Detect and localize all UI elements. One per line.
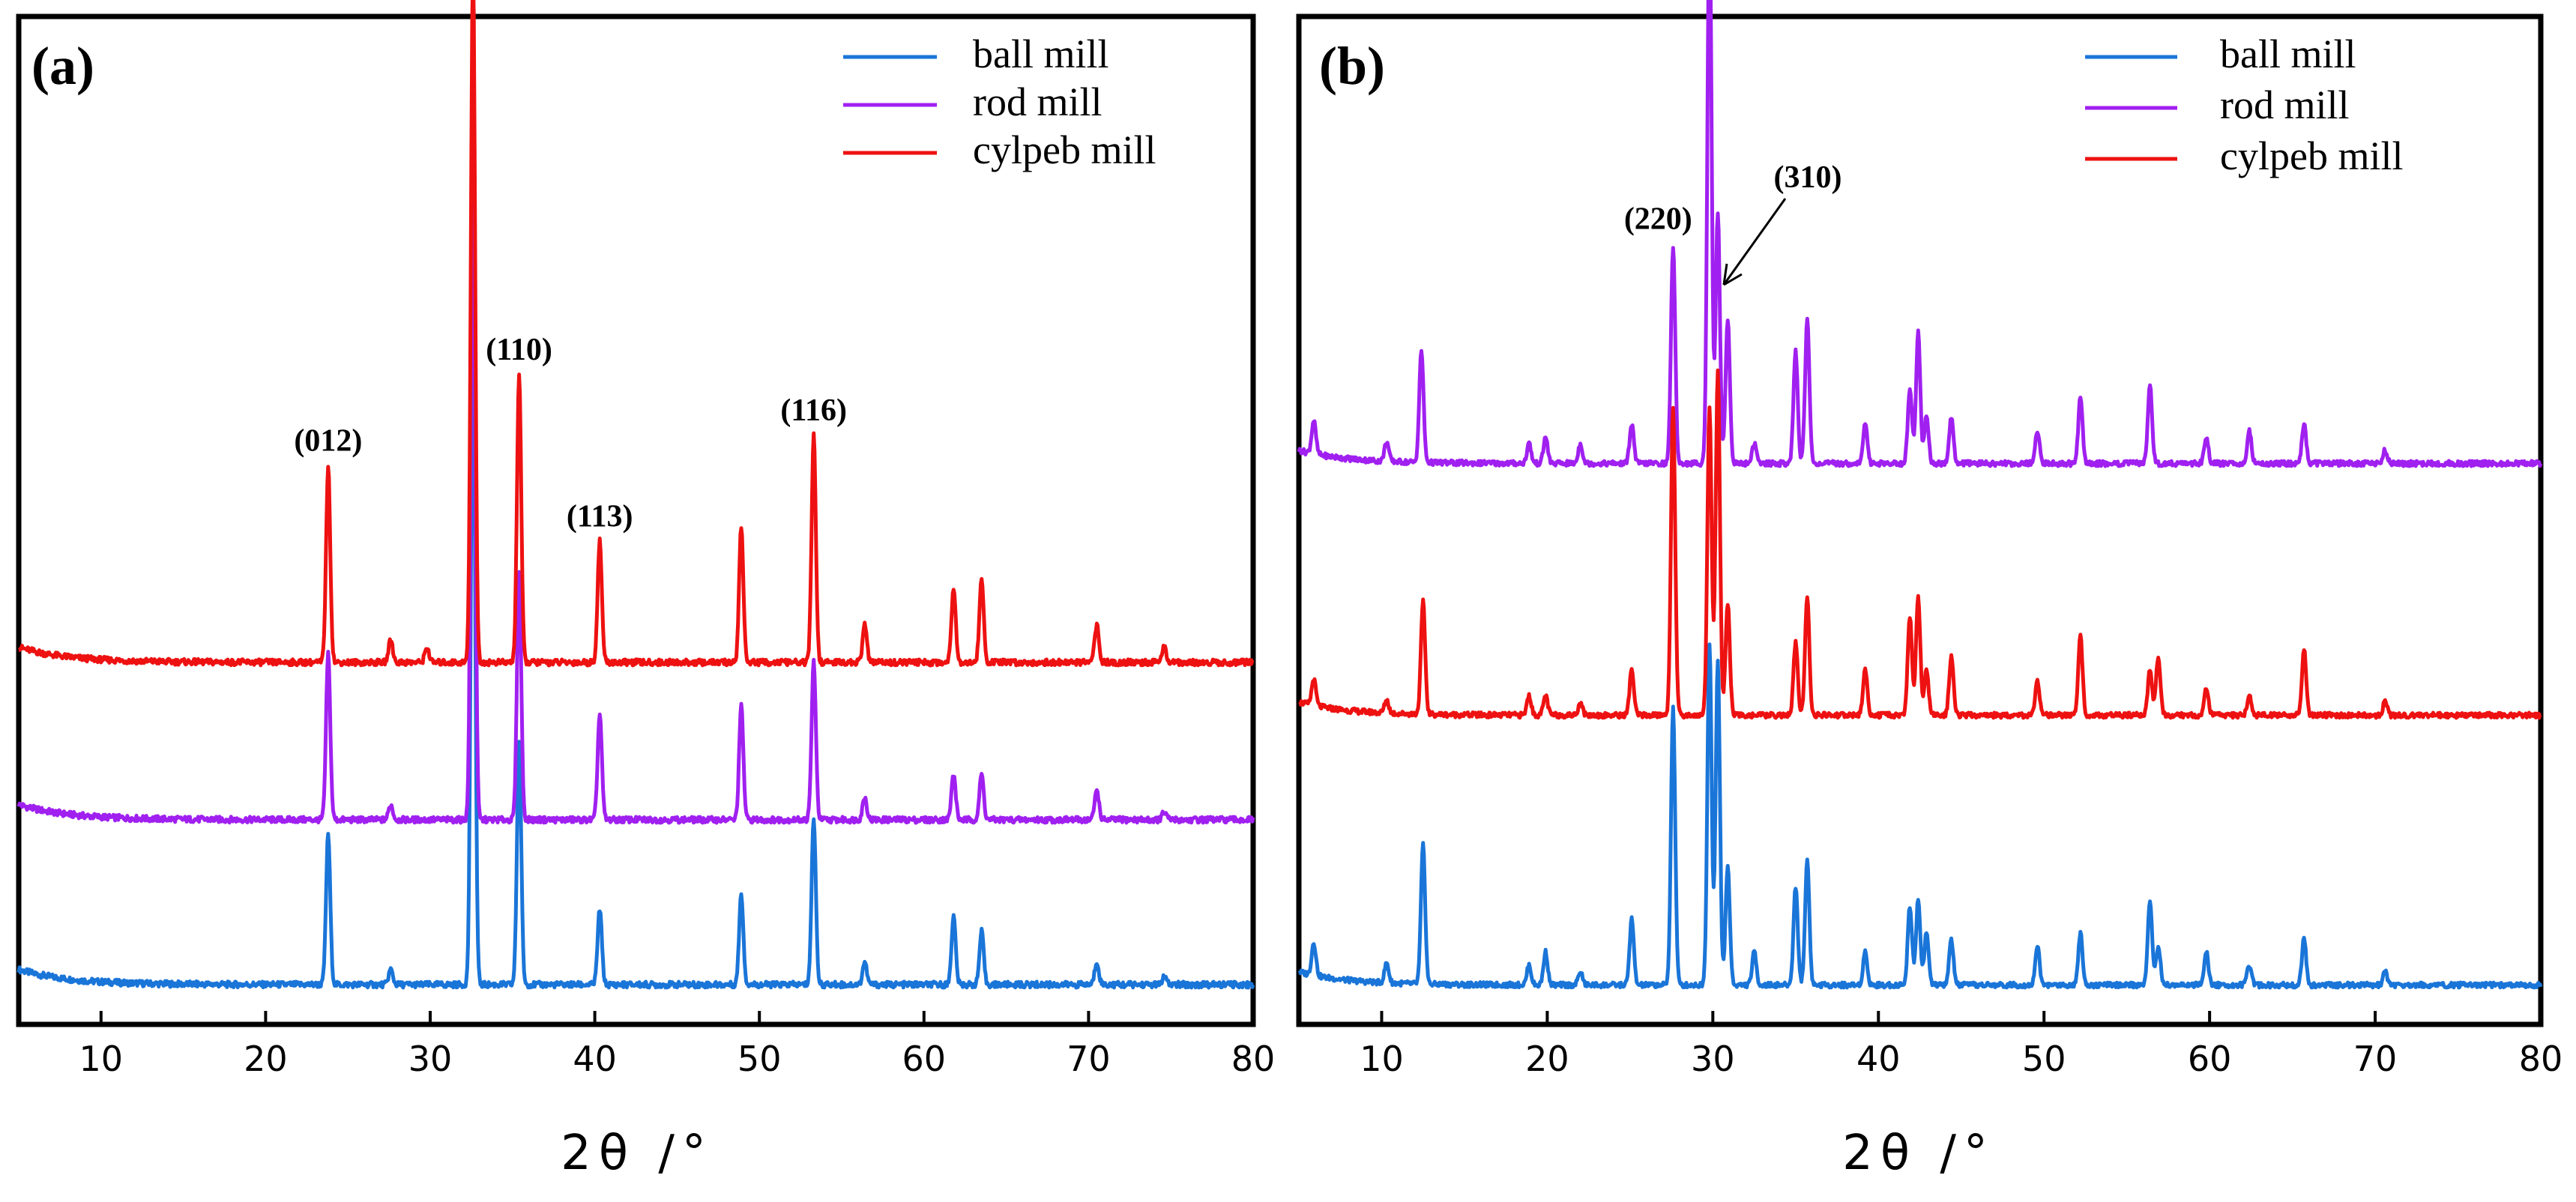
panel-a-x-tick-label: 40 xyxy=(573,1039,617,1079)
panel-b-series xyxy=(1297,0,2543,990)
panel-a-x-ticks: 10 20 30 40 50 60 70 80 xyxy=(79,1011,1276,1079)
panel-b-x-axis-label: 2θ /° xyxy=(1842,1126,1995,1181)
peak-label: (116) xyxy=(780,393,847,428)
panel-b-x-tick-label: 60 xyxy=(2188,1039,2232,1079)
panel-b-x-tick-label: 70 xyxy=(2353,1039,2398,1079)
panel-b-x-tick-label: 20 xyxy=(1525,1039,1569,1079)
panel-b-label: (b) xyxy=(1319,36,1385,96)
panel-a-x-tick-label: 50 xyxy=(737,1039,782,1079)
panel-b-x-tick-label: 40 xyxy=(1856,1039,1901,1079)
panel-b-x-ticks: 10 20 30 40 50 60 70 80 xyxy=(1360,1011,2563,1079)
panel-b-series-cylpeb-mill xyxy=(1297,368,2542,720)
panel-a-peak-labels: (012)(104)(110)(113)(116) xyxy=(294,333,847,534)
panel-a-x-axis-label: 2θ /° xyxy=(561,1126,714,1181)
panel-a-x-tick-label: 80 xyxy=(1231,1039,1276,1079)
peak-label: (310) xyxy=(1773,160,1841,195)
panel-a-x-tick-label: 10 xyxy=(79,1039,124,1079)
panel-b-x-tick-label: 30 xyxy=(1691,1039,1735,1079)
panel-b-peak-labels: (220)(-221)(310) xyxy=(1624,160,1841,286)
panel-a-x-tick-label: 20 xyxy=(244,1039,288,1079)
panel-b-series-rod-mill xyxy=(1297,0,2543,468)
peak-label: (113) xyxy=(567,499,633,534)
panel-b-legend: ball mill rod mill cylpeb mill xyxy=(2085,31,2403,178)
panel-a-x-tick-label: 60 xyxy=(902,1039,947,1079)
panel-b-legend-label: ball mill xyxy=(2220,31,2356,76)
panel-a-legend-label: cylpeb mill xyxy=(973,127,1156,172)
panel-a-series-cylpeb-mill xyxy=(17,0,1255,668)
panel-a-x-tick-label: 70 xyxy=(1067,1039,1111,1079)
panel-b-x-tick-label: 50 xyxy=(2022,1039,2066,1079)
panel-a-series-rod-mill xyxy=(16,138,1255,825)
peak-label: (220) xyxy=(1624,202,1692,237)
panel-a-series-ball-mill xyxy=(16,299,1255,990)
peak-label-arrow xyxy=(1722,198,1787,286)
panel-b: (b) ball mill rod mill cylpeb mill 10 20 30 4… xyxy=(1296,0,2563,1181)
panel-b-x-tick-label: 80 xyxy=(2519,1039,2563,1079)
panel-a-legend-label: ball mill xyxy=(973,31,1109,76)
panel-a-frame xyxy=(16,13,1256,1027)
panel-a-x-tick-label: 30 xyxy=(408,1039,453,1079)
peak-label: (012) xyxy=(294,423,362,458)
panel-a-series xyxy=(16,0,1255,990)
peak-label-arrowhead xyxy=(1722,263,1743,286)
panel-b-legend-label: rod mill xyxy=(2220,82,2350,127)
panel-b-x-tick-label: 10 xyxy=(1360,1039,1404,1079)
panel-a-legend-label: rod mill xyxy=(973,79,1103,124)
peak-label: (110) xyxy=(486,333,552,367)
panel-b-frame xyxy=(1296,13,2544,1027)
panel-b-series-ball-mill xyxy=(1297,642,2543,990)
panel-b-legend-label: cylpeb mill xyxy=(2220,133,2403,178)
panel-a-label: (a) xyxy=(31,36,94,96)
